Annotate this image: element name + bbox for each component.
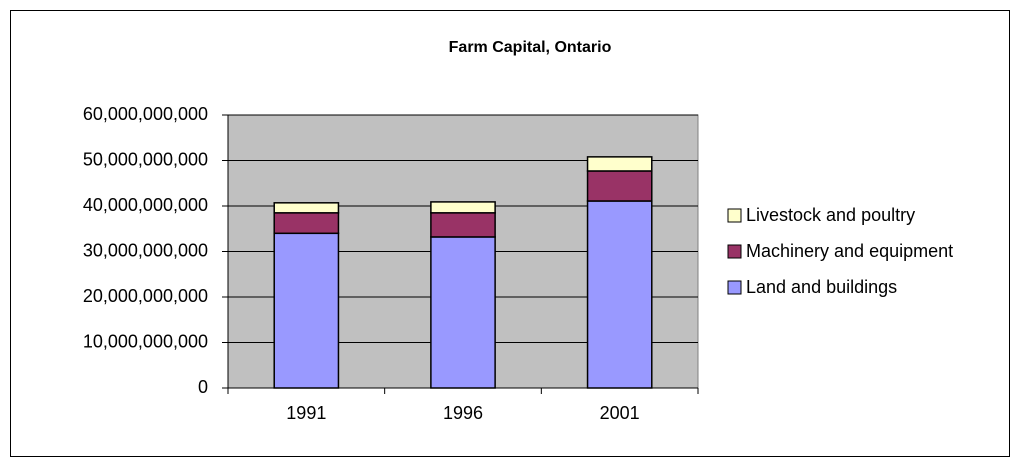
y-tick-label: 60,000,000,000 — [83, 104, 208, 124]
chart-title: Farm Capital, Ontario — [449, 39, 612, 56]
y-tick-label: 0 — [198, 377, 208, 397]
y-tick-label: 40,000,000,000 — [83, 195, 208, 215]
y-tick-label: 50,000,000,000 — [83, 149, 208, 169]
y-tick-label: 10,000,000,000 — [83, 331, 208, 351]
x-tick-label: 1996 — [443, 403, 483, 423]
bar-segment — [273, 232, 340, 389]
x-tick-label: 1991 — [286, 403, 326, 423]
legend-label: Livestock and poultry — [746, 205, 915, 225]
bar-segment — [430, 201, 496, 214]
bar-segment — [586, 200, 653, 389]
legend-swatch — [727, 208, 742, 223]
legend-label: Machinery and equipment — [746, 241, 953, 261]
y-tick-label: 20,000,000,000 — [83, 286, 208, 306]
x-tick-label: 2001 — [600, 403, 640, 423]
bar-segment — [430, 212, 496, 238]
legend-swatch — [727, 244, 742, 259]
legend-swatch — [727, 280, 742, 295]
y-tick-label: 30,000,000,000 — [83, 240, 208, 260]
legend-label: Land and buildings — [746, 277, 897, 297]
bar-segment — [586, 170, 653, 202]
bar-segment — [273, 202, 340, 214]
bar-segment — [430, 236, 496, 389]
bar-segment — [273, 212, 340, 235]
bar-segment — [586, 156, 653, 172]
